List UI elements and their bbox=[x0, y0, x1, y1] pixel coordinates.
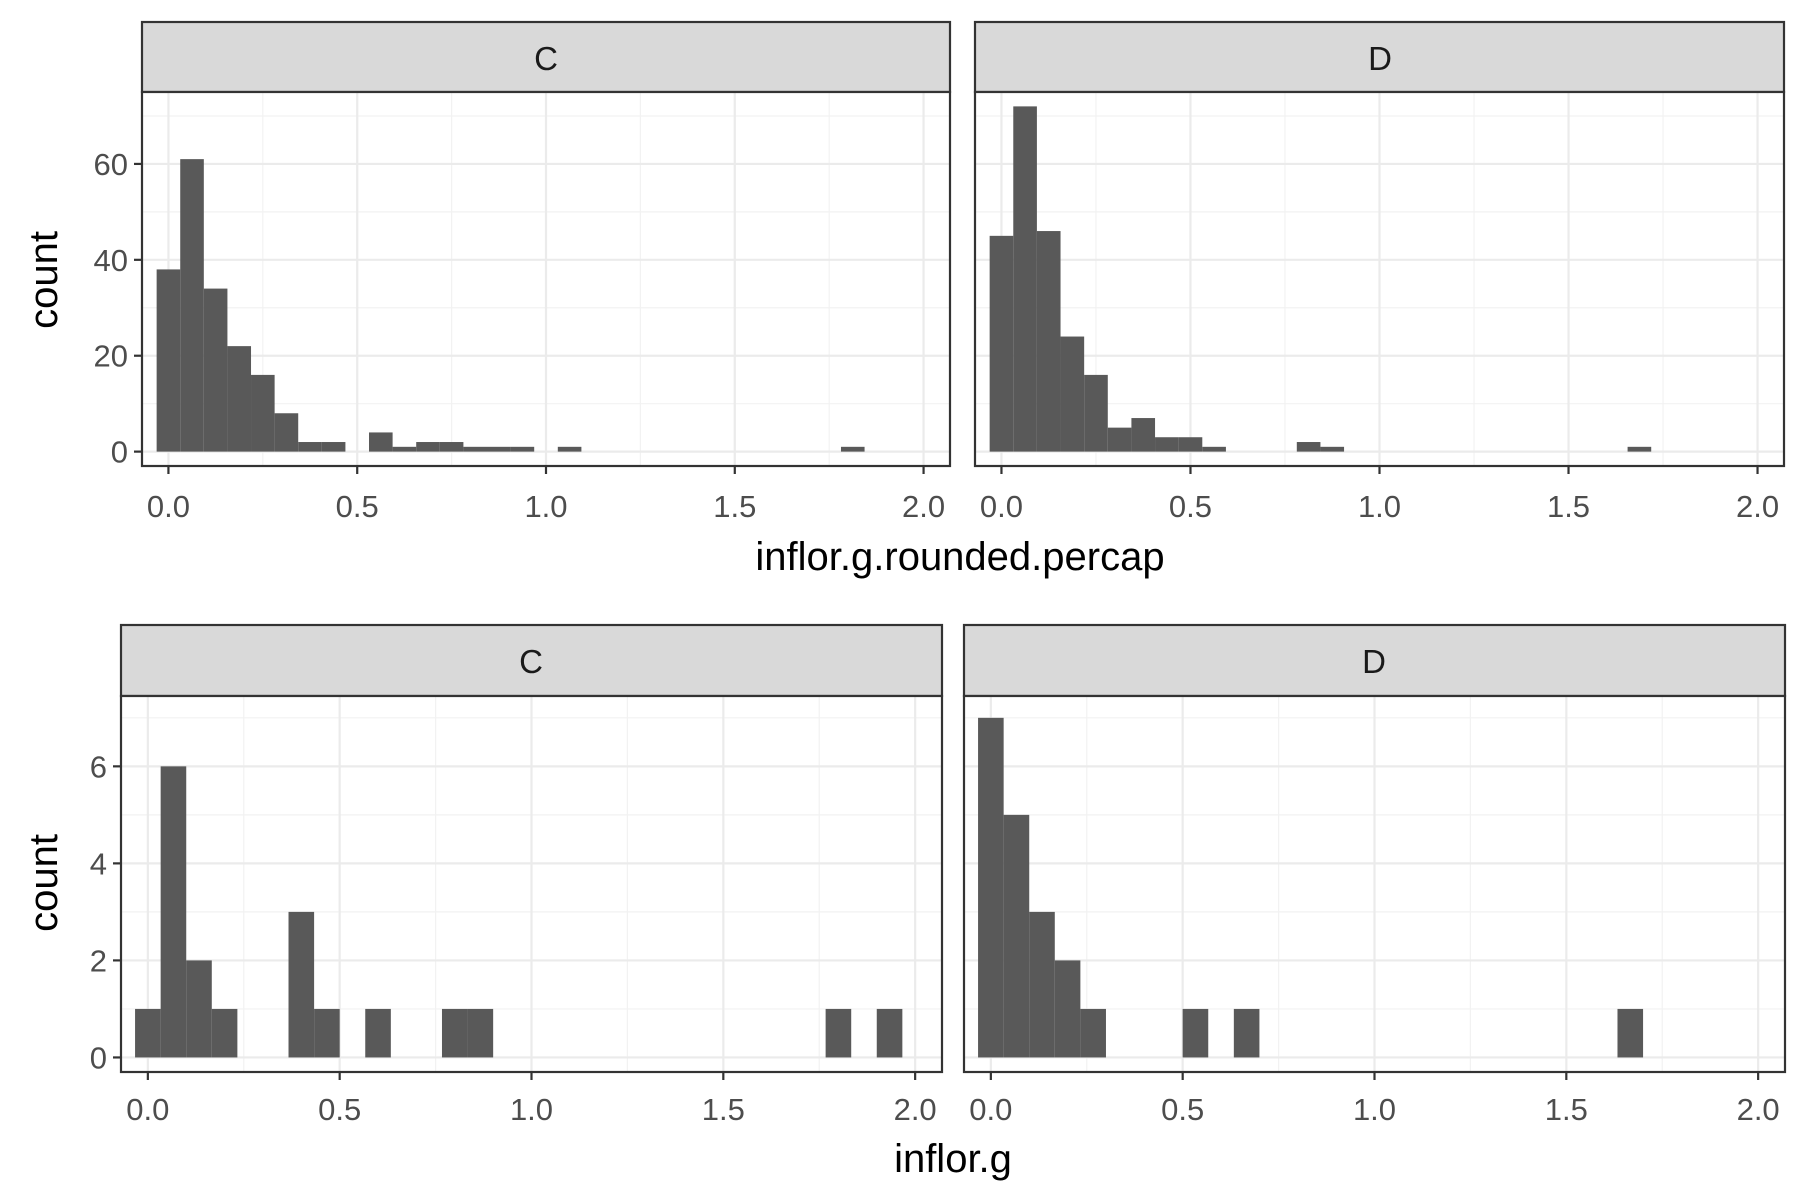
top-panel-c-strip bbox=[140, 20, 952, 94]
top-panel-c-y-tick-label: 60 bbox=[94, 147, 128, 182]
bottom-panel-d-x-tick-label: 2.0 bbox=[1737, 1092, 1780, 1127]
bottom-panel-d-histogram-bar bbox=[1054, 960, 1081, 1058]
top-panel-c-x-tick-label: 2.0 bbox=[902, 489, 945, 524]
bottom-panel-c-histogram-bar bbox=[365, 1008, 391, 1058]
bottom-panel-c-x-tick-label: 0.0 bbox=[126, 1092, 169, 1127]
top-panel-c-histogram-bar bbox=[510, 446, 535, 452]
bottom-panel-c-histogram-bar bbox=[288, 911, 315, 1058]
bottom-panel-c-histogram-bar bbox=[441, 1008, 468, 1058]
top-y-axis-title: count bbox=[22, 231, 66, 329]
bottom-panel-d-x-tick-label: 1.0 bbox=[1353, 1092, 1396, 1127]
bottom-panel-c-histogram-bar bbox=[825, 1008, 852, 1058]
bottom-panel-c-histogram-bar bbox=[211, 1008, 238, 1058]
top-panel-d-histogram-bar bbox=[1178, 437, 1203, 452]
top-panel-c-histogram-bar bbox=[840, 446, 865, 452]
top-panel-c-y-tick-label: 0 bbox=[111, 435, 128, 470]
top-panel-c-histogram-bar bbox=[274, 413, 299, 452]
top-panel-c-histogram-bar bbox=[156, 269, 181, 452]
bottom-panel-d-histogram-bar bbox=[1617, 1008, 1644, 1058]
top-panel-d-histogram-bar bbox=[1627, 446, 1652, 452]
top-panel-c-histogram-bar bbox=[321, 442, 346, 452]
top-panel-c-x-tick-label: 0.0 bbox=[147, 489, 190, 524]
bottom-panel-c-histogram-bar bbox=[135, 1008, 161, 1058]
top-panel-c-x-tick-label: 1.0 bbox=[524, 489, 567, 524]
top-panel-d-histogram-bar bbox=[989, 235, 1014, 452]
top-panel-d-strip-label: D bbox=[1368, 40, 1392, 77]
top-panel-d-x-tick-label: 0.0 bbox=[980, 489, 1023, 524]
top-panel-c-histogram-bar bbox=[392, 446, 417, 452]
top-panel-c-y-tick-label: 40 bbox=[94, 243, 128, 278]
top-panel-d-x-tick-label: 0.5 bbox=[1169, 489, 1212, 524]
bottom-panel-c-y-tick-label: 2 bbox=[90, 943, 107, 978]
top-panel-c-y-tick-label: 20 bbox=[94, 339, 128, 374]
bottom-panel-c-plot: 0.0 0.5 1.0 1.5 2.0 0 2 4 6 bbox=[90, 694, 944, 1127]
bottom-panel-d-histogram-bar bbox=[1080, 1008, 1106, 1058]
top-panel-c-histogram-bar bbox=[180, 159, 204, 452]
top-panel-d-histogram-bar bbox=[1202, 446, 1226, 452]
bottom-panel-c-x-tick-label: 0.5 bbox=[318, 1092, 361, 1127]
top-panel-d-histogram-bar bbox=[1084, 374, 1108, 452]
top-panel-c-histogram-bar bbox=[227, 346, 252, 452]
bottom-panel-c-y-tick-label: 0 bbox=[90, 1040, 107, 1075]
bottom-y-axis-title: count bbox=[22, 834, 66, 932]
bottom-panel-d-strip-label: D bbox=[1362, 643, 1386, 680]
top-panel-c-histogram-bar bbox=[203, 288, 228, 452]
bottom-panel-d-x-tick-label: 0.5 bbox=[1161, 1092, 1204, 1127]
bottom-row: count inflor.g C 0.0 0.5 1.0 1.5 2.0 0 2 4 6 D 0… bbox=[22, 623, 1787, 1181]
top-panel-c-histogram-bar bbox=[298, 442, 322, 452]
bottom-panel-d-plot: 0.0 0.5 1.0 1.5 2.0 bbox=[962, 694, 1787, 1127]
bottom-panel-d-strip bbox=[962, 623, 1787, 698]
bottom-x-axis-title: inflor.g bbox=[894, 1137, 1012, 1181]
top-panel-d-histogram-bar bbox=[1155, 437, 1179, 452]
bottom-panel-c-x-tick-label: 1.5 bbox=[702, 1092, 745, 1127]
top-panel-d: D 0.0 0.5 1.0 1.5 2.0 bbox=[973, 20, 1786, 524]
top-panel-d-histogram-bar bbox=[1296, 442, 1321, 452]
bottom-panel-c-x-tick-label: 2.0 bbox=[894, 1092, 937, 1127]
bottom-panel-d-histogram-bar bbox=[1029, 911, 1055, 1058]
bottom-panel-c-histogram-bar bbox=[467, 1008, 494, 1058]
top-panel-d-histogram-bar bbox=[1131, 418, 1156, 452]
bottom-panel-c-histogram-bar bbox=[314, 1008, 340, 1058]
bottom-panel-c-strip-label: C bbox=[519, 643, 543, 680]
bottom-panel-d-x-tick-label: 0.0 bbox=[969, 1092, 1012, 1127]
bottom-panel-d: D 0.0 0.5 1.0 1.5 2.0 bbox=[962, 623, 1787, 1127]
bottom-panel-d-histogram-bar bbox=[1233, 1008, 1260, 1058]
top-panel-c-strip-label: C bbox=[534, 40, 558, 77]
top-panel-d-strip bbox=[973, 20, 1786, 94]
top-row: count inflor.g.rounded.percap C 0.0 0.5 1.… bbox=[22, 20, 1786, 579]
top-panel-d-histogram-bar bbox=[1036, 231, 1061, 452]
bottom-panel-c-y-tick-label: 4 bbox=[90, 846, 107, 881]
top-panel-c: C 0.0 0.5 1.0 1.5 2.0 0 20 40 60 bbox=[94, 20, 952, 524]
top-panel-d-histogram-bar bbox=[1107, 427, 1132, 452]
top-panel-c-histogram-bar bbox=[487, 446, 511, 452]
top-x-axis-title: inflor.g.rounded.percap bbox=[755, 535, 1164, 579]
top-panel-d-histogram-bar bbox=[1060, 336, 1085, 452]
bottom-panel-c-histogram-bar bbox=[186, 960, 212, 1058]
bottom-panel-d-histogram-bar bbox=[1003, 814, 1030, 1058]
top-panel-d-x-tick-label: 1.5 bbox=[1547, 489, 1590, 524]
bottom-panel-c: C 0.0 0.5 1.0 1.5 2.0 0 2 4 6 bbox=[90, 623, 944, 1127]
top-panel-d-histogram-bar bbox=[1320, 446, 1345, 452]
top-panel-c-plot: 0.0 0.5 1.0 1.5 2.0 0 20 40 60 bbox=[94, 90, 952, 524]
bottom-panel-d-x-tick-label: 1.5 bbox=[1545, 1092, 1588, 1127]
top-panel-c-x-tick-label: 1.5 bbox=[713, 489, 756, 524]
top-panel-d-histogram-bar bbox=[1013, 106, 1037, 452]
top-panel-c-histogram-bar bbox=[369, 432, 393, 452]
top-panel-d-plot: 0.0 0.5 1.0 1.5 2.0 bbox=[973, 90, 1786, 524]
bottom-panel-c-y-tick-label: 6 bbox=[90, 749, 107, 784]
top-panel-c-histogram-bar bbox=[557, 446, 582, 452]
top-panel-c-histogram-bar bbox=[439, 442, 464, 452]
bottom-panel-d-histogram-bar bbox=[978, 717, 1004, 1058]
top-panel-d-x-tick-label: 2.0 bbox=[1736, 489, 1779, 524]
top-panel-d-x-tick-label: 1.0 bbox=[1358, 489, 1401, 524]
bottom-panel-d-histogram-bar bbox=[1182, 1008, 1209, 1058]
top-panel-c-histogram-bar bbox=[251, 374, 275, 452]
bottom-panel-c-x-tick-label: 1.0 bbox=[510, 1092, 553, 1127]
bottom-panel-c-histogram-bar bbox=[876, 1008, 903, 1058]
bottom-panel-c-histogram-bar bbox=[160, 766, 187, 1058]
top-panel-c-histogram-bar bbox=[416, 442, 440, 452]
top-panel-c-histogram-bar bbox=[463, 446, 488, 452]
top-panel-c-x-tick-label: 0.5 bbox=[336, 489, 379, 524]
